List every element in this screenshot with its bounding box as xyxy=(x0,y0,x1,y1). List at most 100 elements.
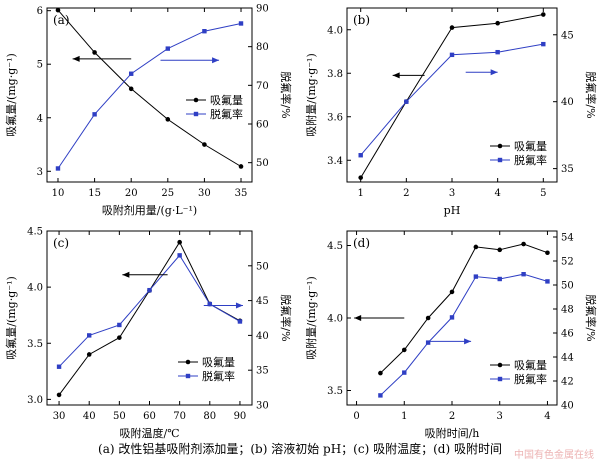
data-point-1 xyxy=(92,50,97,55)
y-tick-label: 4.0 xyxy=(327,25,343,36)
y2-tick-label: 45 xyxy=(561,30,574,41)
annotation-arrow-head xyxy=(354,315,362,321)
y2-axis-label: 脱氟率/% xyxy=(584,71,598,118)
data-point-2 xyxy=(497,276,502,282)
x-tick-label: 70 xyxy=(173,411,186,422)
y-tick-label: 4.0 xyxy=(27,283,43,294)
data-point-1 xyxy=(117,335,122,340)
x-tick-label: 0 xyxy=(353,411,359,422)
legend-label-2: 脱氟率 xyxy=(210,107,243,121)
data-point-2 xyxy=(402,370,407,375)
data-point-1 xyxy=(358,175,363,180)
legend-marker-1 xyxy=(497,143,503,149)
data-point-2 xyxy=(237,319,243,324)
annotation-arrow-head xyxy=(122,271,130,278)
x-tick-label: 80 xyxy=(203,411,216,422)
x-tick-label: 60 xyxy=(143,411,156,422)
annotation-arrow-head xyxy=(235,302,243,309)
data-point-2 xyxy=(56,364,62,369)
y-axis-label: 吸氟量/(mg·g⁻¹) xyxy=(5,53,18,137)
series-line-1 xyxy=(57,9,242,167)
y2-tick-label: 46 xyxy=(561,329,574,340)
y2-tick-label: 50 xyxy=(561,281,574,292)
x-tick-label: 3 xyxy=(449,188,455,199)
data-point-1 xyxy=(401,347,407,353)
legend-marker-2 xyxy=(185,373,191,379)
annotation-arrow-head xyxy=(212,57,220,64)
y-tick-label: 3.0 xyxy=(27,395,43,406)
legend-marker-2 xyxy=(497,157,503,163)
plot-frame xyxy=(46,7,253,183)
data-point-2 xyxy=(92,112,97,117)
watermark: 中国有色金属在线 xyxy=(514,450,594,461)
y-tick-label: 3.8 xyxy=(327,69,343,80)
y2-axis-label: 脱氟率/% xyxy=(279,294,293,341)
x-tick-label: 10 xyxy=(52,188,65,199)
annotation-arrow-head xyxy=(490,69,498,76)
y-axis-label: 吸附量/(mg·g⁻¹) xyxy=(304,276,318,360)
data-point-2 xyxy=(202,29,207,34)
y2-tick-label: 40 xyxy=(561,97,574,108)
y-tick-label: 6 xyxy=(37,6,43,17)
y-tick-label: 4 xyxy=(37,113,43,124)
data-point-1 xyxy=(55,7,61,13)
data-point-2 xyxy=(545,279,550,284)
legend-label-1: 吸氟量 xyxy=(202,356,235,369)
data-point-1 xyxy=(165,117,171,122)
data-point-2 xyxy=(207,301,212,307)
y-axis-label: 吸附量/(mg·g⁻¹) xyxy=(304,53,318,137)
y2-tick-label: 50 xyxy=(256,261,269,272)
panel-label: (b) xyxy=(353,13,370,27)
x-tick-label: 2 xyxy=(449,411,455,422)
chart-panel-1: 10 15 20 25 30 35 3 4 5 6 50 60 70 80 90 吸附剂用量/(g·L⁻¹) 吸… xyxy=(5,4,293,218)
data-point-2 xyxy=(238,21,244,26)
series-line-2 xyxy=(360,43,544,156)
data-point-2 xyxy=(495,49,500,55)
data-point-2 xyxy=(425,340,431,345)
x-tick-label: 2 xyxy=(403,188,409,199)
data-point-2 xyxy=(55,166,61,171)
y-tick-label: 4.5 xyxy=(327,241,343,252)
data-point-1 xyxy=(238,164,244,169)
data-point-1 xyxy=(541,12,546,17)
y2-tick-label: 42 xyxy=(561,377,574,388)
y-tick-label: 3.6 xyxy=(327,112,343,123)
data-point-1 xyxy=(449,289,455,295)
y2-tick-label: 60 xyxy=(256,120,269,131)
data-point-1 xyxy=(521,241,526,247)
data-point-1 xyxy=(128,86,134,92)
y2-tick-label: 30 xyxy=(256,401,269,412)
legend-label-2: 脱氟率 xyxy=(514,372,547,386)
x-tick-label: 4 xyxy=(494,188,500,199)
series-line-2 xyxy=(58,254,241,368)
y-tick-label: 4.5 xyxy=(27,227,43,238)
x-tick-label: 50 xyxy=(113,411,126,422)
x-tick-label: 1 xyxy=(401,411,407,422)
legend-label-1: 吸氟量 xyxy=(210,94,243,107)
data-point-2 xyxy=(449,315,455,320)
data-point-1 xyxy=(202,142,207,147)
series-line-1 xyxy=(380,243,548,374)
legend-label-1: 吸氟量 xyxy=(514,140,547,153)
figure-caption: (a) 改性铝基吸附剂添加量；(b) 溶液初始 pH；(c) 吸附温度；(d) … xyxy=(98,442,502,456)
annotation-arrow-head xyxy=(464,338,472,345)
data-point-2 xyxy=(378,393,383,398)
data-point-1 xyxy=(378,370,383,376)
data-point-2 xyxy=(404,99,409,104)
chart-panel-4: 0 1 2 3 4 3.5 4.0 4.5 40 42 44 46 48 50 52 54 吸附时间/h 吸附量/… xyxy=(304,230,598,440)
panel-label: (d) xyxy=(353,236,370,250)
y2-axis-label: 脱氟率/% xyxy=(279,71,293,118)
series-line-2 xyxy=(380,273,548,396)
data-point-1 xyxy=(473,244,479,250)
legend-marker-2 xyxy=(193,111,199,117)
y2-tick-label: 48 xyxy=(561,305,574,316)
legend-label-2: 脱氟率 xyxy=(202,369,235,383)
legend-marker-1 xyxy=(497,362,503,368)
legend-label-1: 吸氟量 xyxy=(514,359,547,372)
legend-marker-1 xyxy=(185,359,191,365)
y2-tick-label: 35 xyxy=(256,366,269,377)
data-point-2 xyxy=(165,46,171,51)
data-point-1 xyxy=(495,20,500,26)
